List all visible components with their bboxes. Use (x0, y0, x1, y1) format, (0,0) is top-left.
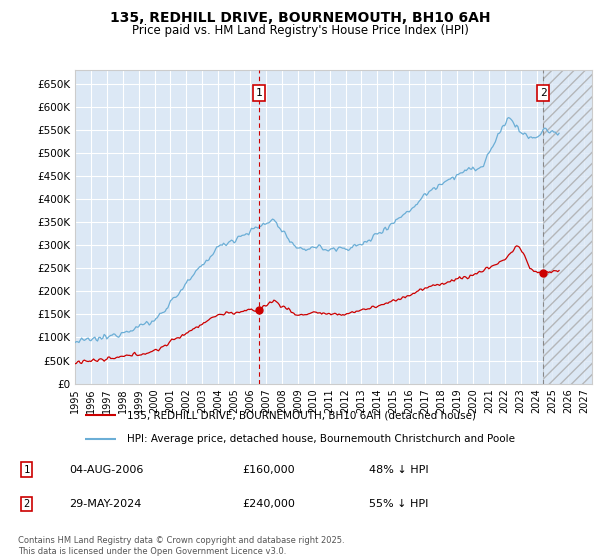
Text: 135, REDHILL DRIVE, BOURNEMOUTH, BH10 6AH: 135, REDHILL DRIVE, BOURNEMOUTH, BH10 6A… (110, 11, 490, 25)
Text: Contains HM Land Registry data © Crown copyright and database right 2025.
This d: Contains HM Land Registry data © Crown c… (18, 536, 344, 556)
Text: 48% ↓ HPI: 48% ↓ HPI (369, 465, 429, 475)
Text: £240,000: £240,000 (242, 499, 295, 509)
Text: 2: 2 (23, 499, 29, 509)
Text: 135, REDHILL DRIVE, BOURNEMOUTH, BH10 6AH (detached house): 135, REDHILL DRIVE, BOURNEMOUTH, BH10 6A… (127, 410, 476, 420)
Text: HPI: Average price, detached house, Bournemouth Christchurch and Poole: HPI: Average price, detached house, Bour… (127, 434, 515, 444)
Text: 04-AUG-2006: 04-AUG-2006 (70, 465, 144, 475)
Text: 2: 2 (539, 88, 547, 98)
Text: £160,000: £160,000 (242, 465, 295, 475)
Text: Price paid vs. HM Land Registry's House Price Index (HPI): Price paid vs. HM Land Registry's House … (131, 24, 469, 37)
Text: 29-MAY-2024: 29-MAY-2024 (70, 499, 142, 509)
Text: 55% ↓ HPI: 55% ↓ HPI (369, 499, 428, 509)
Text: 1: 1 (256, 88, 263, 98)
Text: 1: 1 (23, 465, 29, 475)
